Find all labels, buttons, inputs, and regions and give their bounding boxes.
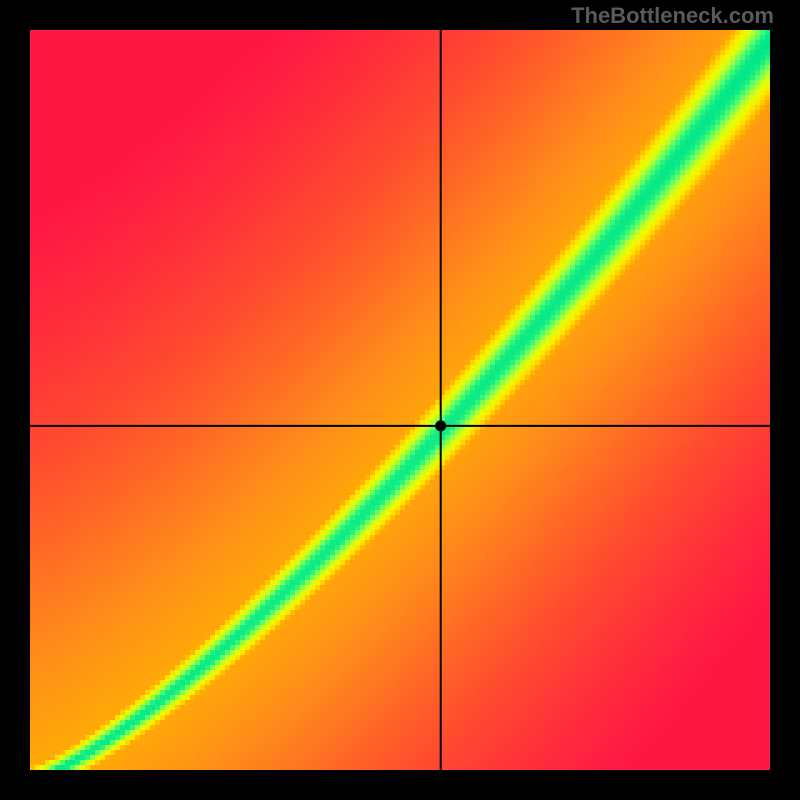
chart-container: TheBottleneck.com: [0, 0, 800, 800]
watermark-text: TheBottleneck.com: [571, 3, 774, 29]
heatmap-canvas: [30, 30, 770, 770]
